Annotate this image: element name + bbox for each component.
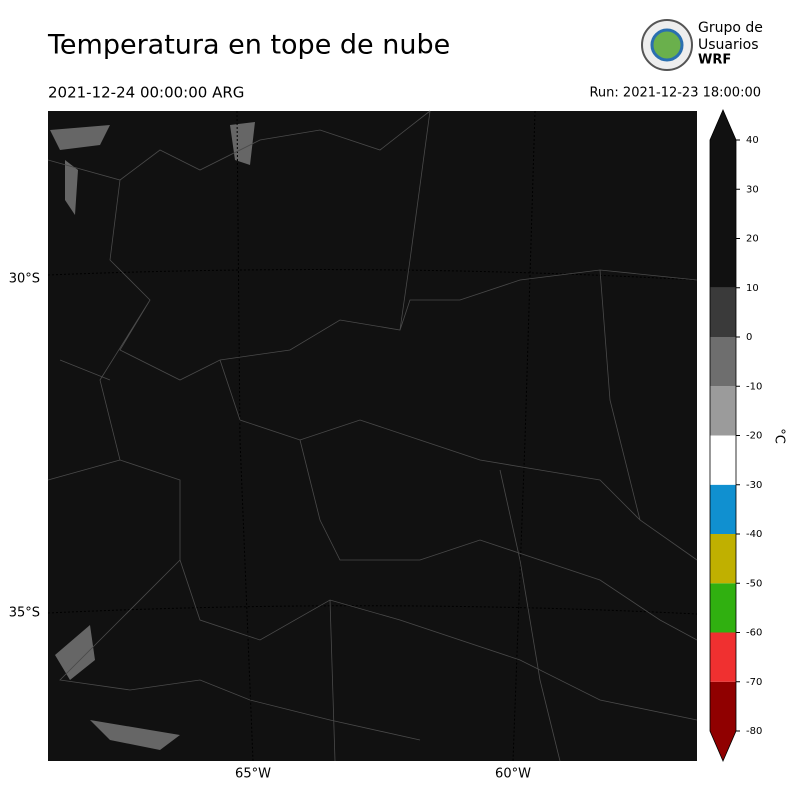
logo-globe (650, 28, 684, 62)
colorbar-extend-bottom (710, 731, 736, 761)
graticule (47, 269, 698, 615)
colorbar-segment (710, 681, 736, 731)
colorbar-segment (710, 386, 736, 436)
cloud-area (50, 122, 255, 750)
colorbar-segment (710, 287, 736, 337)
colorbar-extend-top (710, 110, 736, 140)
colorbar-segment (710, 583, 736, 633)
colorbar-tick-label: -70 (746, 677, 762, 688)
logo-text: WRF (698, 53, 731, 68)
colorbar-tick-label: -50 (746, 578, 762, 589)
lon-label: 65°W (235, 767, 271, 782)
colorbar-segment (710, 632, 736, 682)
logo-text: Usuarios (698, 37, 759, 53)
colorbar-tick-label: -40 (746, 529, 762, 540)
colorbar-tick-label: 40 (746, 135, 759, 146)
colorbar-tick-label: -30 (746, 480, 762, 491)
colorbar-tick-label: -80 (746, 726, 762, 737)
colorbar-tick-label: -20 (746, 431, 762, 442)
lon-label: 60°W (495, 767, 531, 782)
title: Temperatura en tope de nube (47, 30, 450, 61)
map: 30°S 35°S 65°W 60°W (9, 110, 698, 782)
colorbar: 40 30 20 10 0 -10 -20 -30 -40 -50 -60 -70 -80 (709, 108, 762, 763)
graticule (236, 110, 536, 762)
colorbar-segment (710, 534, 736, 584)
lat-label: 30°S (9, 272, 40, 287)
logo: Grupo de Usuarios WRF (641, 19, 763, 71)
run-time: Run: 2021-12-23 18:00:00 (589, 86, 761, 101)
colorbar-tick-label: 0 (746, 332, 752, 343)
colorbar-segment (710, 484, 736, 534)
lat-label: 35°S (9, 606, 40, 621)
boundary (47, 110, 698, 762)
map-background (48, 111, 697, 761)
valid-time: 2021-12-24 00:00:00 ARG (48, 84, 244, 102)
colorbar-tick-label: -10 (746, 381, 762, 392)
colorbar-tick-label: 10 (746, 283, 759, 294)
colorbar-segment (710, 435, 736, 485)
colorbar-tick-label: -60 (746, 628, 762, 639)
colorbar-segment (710, 337, 736, 387)
colorbar-segment (710, 140, 736, 288)
colorbar-tick-label: 20 (746, 234, 759, 245)
logo-text: Grupo de (698, 20, 763, 36)
colorbar-label: °C (772, 428, 787, 444)
colorbar-tick-label: 30 (746, 184, 759, 195)
